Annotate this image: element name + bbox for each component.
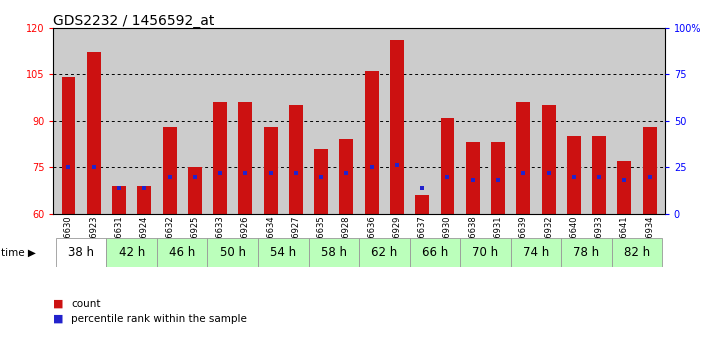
Bar [107,238,157,267]
Bar [617,161,631,214]
Text: 58 h: 58 h [321,246,347,259]
Bar [309,238,359,267]
Bar [410,238,460,267]
Text: percentile rank within the sample: percentile rank within the sample [71,314,247,324]
Bar [592,136,606,214]
Text: ■: ■ [53,314,64,324]
Text: 62 h: 62 h [371,246,397,259]
Text: 74 h: 74 h [523,246,549,259]
Bar [87,52,101,214]
Bar [542,105,555,214]
Bar [163,127,176,214]
Text: 46 h: 46 h [169,246,196,259]
Text: ■: ■ [53,299,64,308]
Text: 66 h: 66 h [422,246,448,259]
Bar [359,238,410,267]
Bar [188,167,202,214]
Text: 70 h: 70 h [472,246,498,259]
Bar [466,142,480,214]
Text: GDS2232 / 1456592_at: GDS2232 / 1456592_at [53,14,215,28]
Text: 42 h: 42 h [119,246,145,259]
Bar [365,71,379,214]
Bar [264,127,277,214]
Bar [516,102,530,214]
Bar [415,195,429,214]
Bar [561,238,611,267]
Bar [643,127,656,214]
Bar [441,118,454,214]
Bar [460,238,510,267]
Bar [137,186,151,214]
Bar [567,136,581,214]
Text: 78 h: 78 h [573,246,599,259]
Bar [258,238,309,267]
Text: 54 h: 54 h [270,246,296,259]
Bar [314,149,328,214]
Bar [208,238,258,267]
Bar [289,105,303,214]
Text: time ▶: time ▶ [1,248,36,258]
Bar [112,186,126,214]
Bar [238,102,252,214]
Bar [56,238,107,267]
Text: count: count [71,299,100,308]
Text: 50 h: 50 h [220,246,246,259]
Bar [213,102,227,214]
Bar [510,238,561,267]
Bar [62,77,75,214]
Bar [390,40,404,214]
Text: 38 h: 38 h [68,246,94,259]
Bar [611,238,662,267]
Bar [491,142,505,214]
Bar [339,139,353,214]
Text: 82 h: 82 h [624,246,650,259]
Bar [157,238,208,267]
